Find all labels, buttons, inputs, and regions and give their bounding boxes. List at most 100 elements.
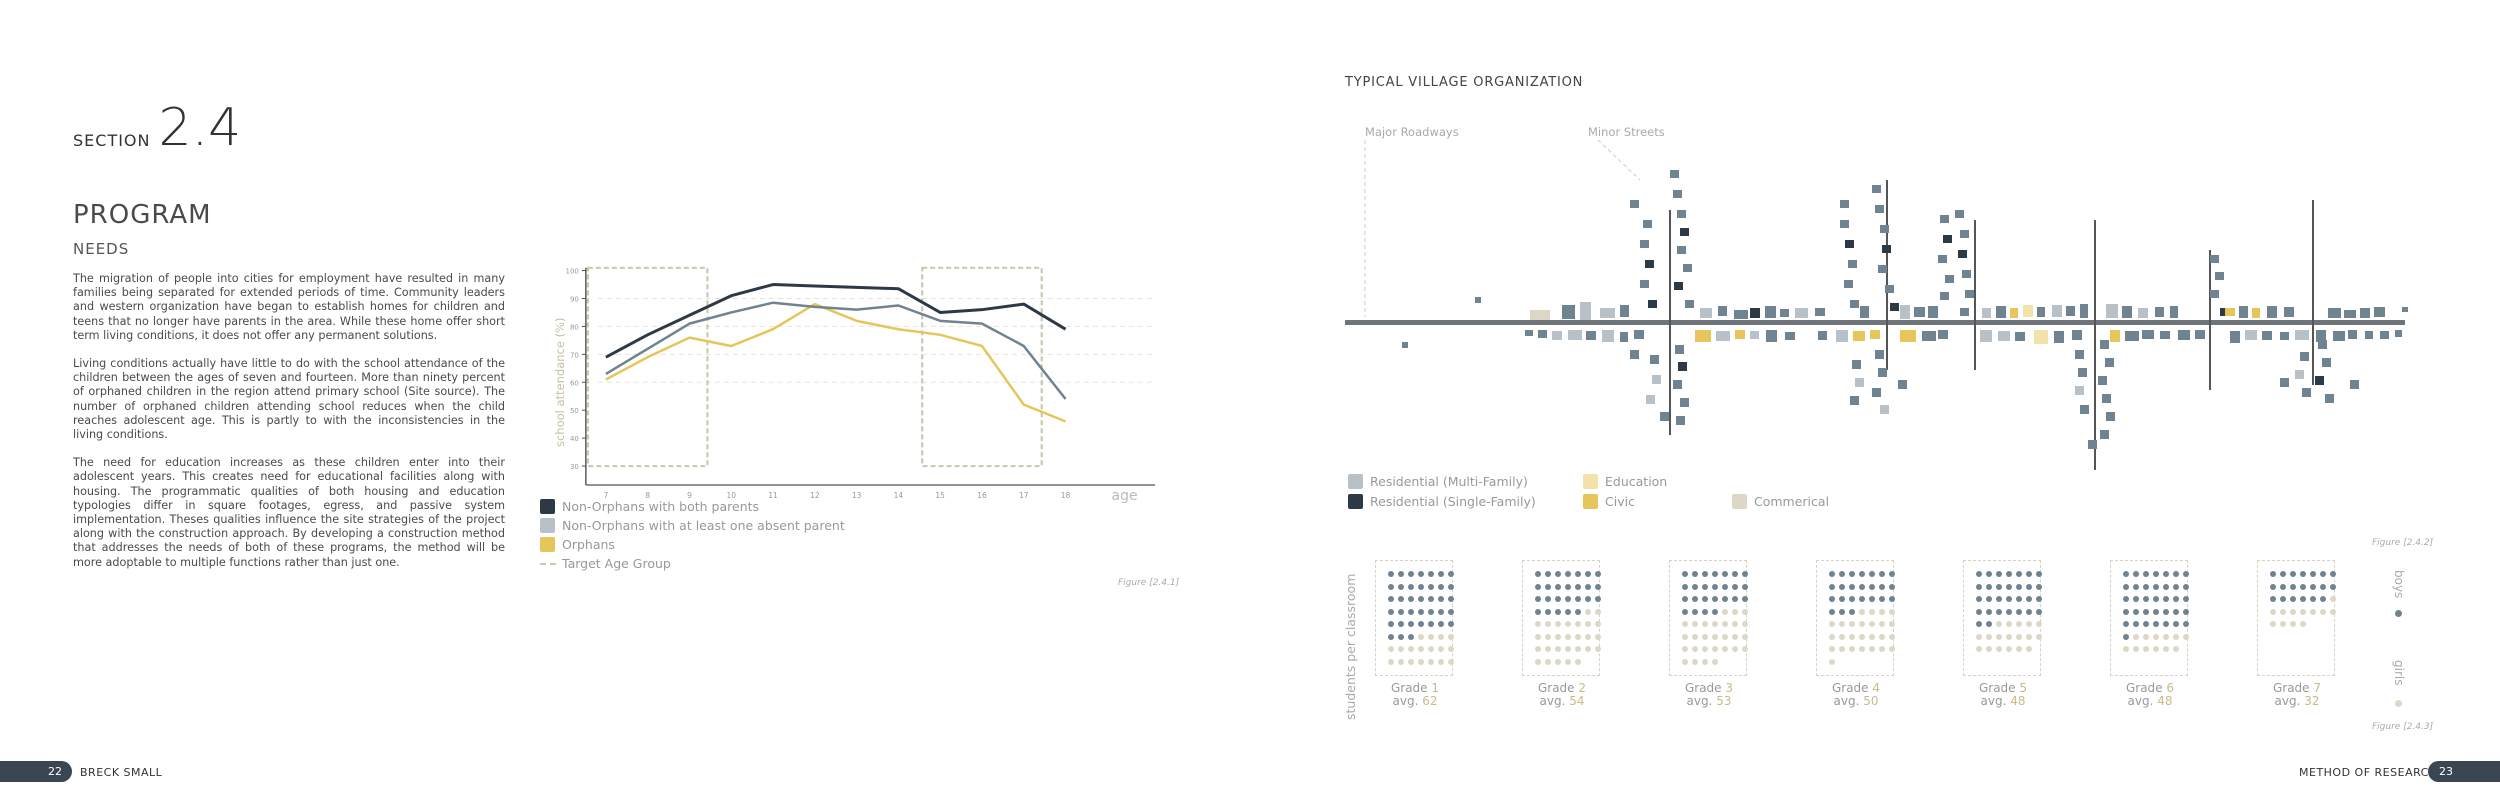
girl-dot	[1418, 633, 1424, 640]
boy-dot	[1555, 596, 1561, 602]
boy-dot	[2123, 621, 2129, 627]
boy-dot	[1976, 571, 1982, 577]
building-69	[2122, 306, 2132, 318]
girl-dot	[1839, 633, 1845, 640]
building-23	[1880, 225, 1889, 233]
building-142	[1878, 368, 1887, 377]
girl-dot	[1829, 646, 1835, 652]
building-145	[1852, 360, 1861, 369]
girl-dot	[1565, 658, 1571, 665]
x-tick-label-8: 8	[645, 491, 650, 500]
building-116	[2160, 331, 2170, 339]
building-138	[1646, 395, 1655, 404]
boy-dot	[1428, 583, 1434, 590]
boy-dot	[1712, 596, 1718, 602]
building-20	[1850, 300, 1859, 308]
boy-dot	[2163, 608, 2169, 615]
building-101	[1836, 330, 1848, 342]
boy-dot	[2026, 571, 2032, 577]
boy-dot	[1849, 571, 1855, 577]
boy-dot	[1418, 583, 1424, 590]
boy-dot	[1535, 571, 1541, 577]
legend-swatch-orphans	[540, 537, 555, 552]
girl-dot	[1388, 646, 1394, 652]
building-162	[2315, 376, 2324, 385]
building-155	[2075, 350, 2084, 359]
attendance-legend: Non-Orphans with both parents Non-Orphan…	[540, 497, 845, 573]
girl-dot	[2026, 633, 2032, 640]
girl-dot	[1545, 646, 1551, 652]
boy-dot	[2123, 596, 2129, 602]
building-15	[1840, 200, 1849, 208]
boy-dot	[1722, 571, 1728, 577]
girl-dot	[1829, 658, 1835, 665]
building-136	[1650, 355, 1659, 364]
girl-dot	[1575, 658, 1581, 665]
average-number: 53	[1716, 694, 1732, 708]
boy-dot	[1976, 608, 1982, 615]
boy-dot	[1682, 583, 1688, 590]
boy-dot	[1418, 608, 1424, 615]
girls-legend: girls	[2392, 660, 2406, 708]
boy-dot	[2133, 608, 2139, 615]
boy-dot	[1682, 571, 1688, 577]
girl-dot	[1742, 608, 1748, 615]
building-88	[1552, 331, 1562, 340]
girl-dot	[1702, 646, 1708, 652]
building-18	[1848, 260, 1857, 268]
boy-dot	[2143, 571, 2149, 577]
building-75	[2252, 308, 2260, 318]
boy-dot	[1398, 571, 1404, 577]
boy-dot	[1438, 608, 1444, 615]
girl-dot	[1428, 658, 1434, 665]
village-organization-map	[1345, 140, 2408, 470]
paragraph-2: Living conditions actually have little t…	[73, 357, 505, 442]
girl-dot	[1682, 658, 1688, 665]
boy-dot	[2006, 608, 2012, 615]
girl-dot	[1682, 633, 1688, 640]
y-tick-label-70: 70	[570, 351, 579, 359]
girl-dot	[1839, 646, 1845, 652]
building-154	[2100, 430, 2109, 439]
boy-dot	[1565, 571, 1571, 577]
boy-dot	[1448, 621, 1454, 627]
girl-dot	[2026, 621, 2032, 627]
boy-dot	[2163, 583, 2169, 590]
boy-dot	[2173, 571, 2179, 577]
boy-dot	[2026, 596, 2032, 602]
boy-dot	[1879, 583, 1885, 590]
building-47	[1620, 305, 1629, 317]
boy-dot	[2153, 596, 2159, 602]
girl-dot	[1879, 621, 1885, 627]
boy-dot	[1438, 583, 1444, 590]
building-130	[1402, 342, 1408, 348]
boy-dot	[2280, 571, 2286, 577]
boy-dot	[2290, 571, 2296, 577]
girl-dot	[1849, 646, 1855, 652]
boy-dot	[1732, 571, 1738, 577]
girl-dot	[1398, 646, 1404, 652]
girl-dot	[1976, 646, 1982, 652]
y-tick-label-60: 60	[570, 379, 579, 387]
girl-dot	[1732, 646, 1738, 652]
building-119	[2230, 331, 2240, 343]
grade-label: Grade 7 avg. 32	[2252, 682, 2342, 708]
boy-dot	[1448, 596, 1454, 602]
girl-dot	[1889, 633, 1895, 640]
grade-number: 3	[1725, 681, 1734, 695]
building-76	[2267, 306, 2277, 318]
legend-both-parents: Non-Orphans with both parents	[540, 497, 845, 516]
boy-dot	[1702, 596, 1708, 602]
building-63	[2023, 305, 2033, 317]
building-111	[2054, 331, 2064, 343]
building-65	[2052, 305, 2062, 317]
building-60	[1982, 308, 1991, 318]
classroom-axis-label: students per classroom	[1343, 573, 1358, 720]
girl-dot	[2173, 646, 2179, 652]
girl-dot	[2036, 621, 2042, 627]
building-61	[1996, 306, 2006, 318]
boy-dot	[1585, 571, 1591, 577]
building-87	[1538, 330, 1547, 338]
classroom-box	[1375, 560, 1454, 676]
building-72	[2170, 306, 2178, 318]
